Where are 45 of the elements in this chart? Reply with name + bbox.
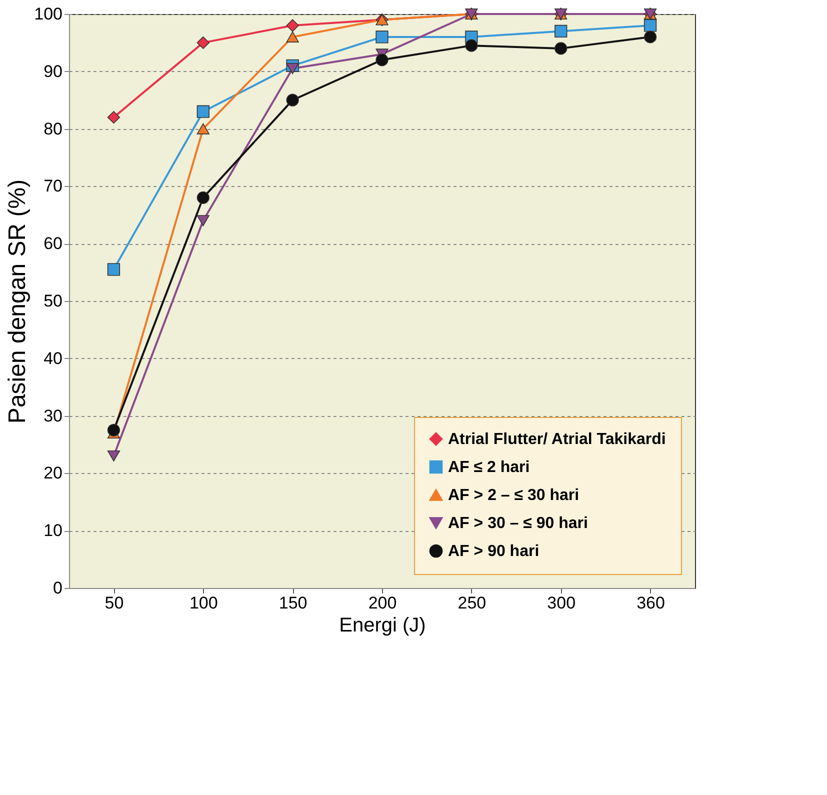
- x-tick-label: 150: [278, 594, 308, 612]
- y-tick-label: 0: [53, 578, 62, 598]
- point: [107, 424, 120, 436]
- y-tick-label: 80: [44, 119, 62, 138]
- x-axis-title: Energi (J): [339, 614, 426, 636]
- y-tick-label: 70: [44, 176, 62, 196]
- y-tick-label: 60: [44, 234, 62, 254]
- point: [554, 24, 568, 38]
- point: [644, 30, 657, 44]
- x-tick-label: 200: [368, 594, 397, 612]
- legend-label: AF > 90 hari: [448, 543, 540, 560]
- point: [196, 105, 210, 118]
- point: [644, 19, 657, 32]
- point: [286, 19, 299, 32]
- legend-label: AF ≤ 2 hari: [448, 459, 530, 476]
- legend-label: AF > 2 – ≤ 30 hari: [448, 487, 580, 504]
- point: [196, 36, 210, 50]
- x-tick-label: 250: [458, 594, 486, 612]
- point: [286, 94, 299, 106]
- point: [465, 39, 478, 52]
- x-tick-label: 100: [189, 594, 218, 612]
- y-axis-title: Pasien dengan SR (%): [4, 179, 32, 424]
- point: [107, 263, 120, 276]
- point: [376, 30, 388, 44]
- y-tick-label: 40: [44, 348, 62, 368]
- y-tick-label: 10: [44, 521, 62, 540]
- x-tick-label: 360: [636, 594, 665, 612]
- y-tick-label: 50: [44, 292, 62, 310]
- point: [554, 42, 568, 55]
- y-tick-label: 90: [44, 62, 62, 81]
- point: [107, 450, 120, 462]
- point: [196, 123, 210, 134]
- point: [196, 215, 210, 226]
- y-tick-label: 30: [44, 406, 62, 426]
- point: [286, 31, 299, 42]
- legend-label: AF > 30 – ≤ 90 hari: [448, 515, 588, 532]
- y-tick-label: 100: [34, 4, 62, 24]
- x-tick-label: 300: [547, 594, 576, 612]
- x-tick-label: 50: [104, 594, 124, 612]
- point: [376, 54, 388, 66]
- y-tick-label: 20: [44, 464, 62, 483]
- legend-label: Atrial Flutter/ Atrial Takikardi: [448, 431, 666, 448]
- point: [286, 63, 299, 74]
- point: [107, 111, 120, 124]
- point: [196, 191, 210, 204]
